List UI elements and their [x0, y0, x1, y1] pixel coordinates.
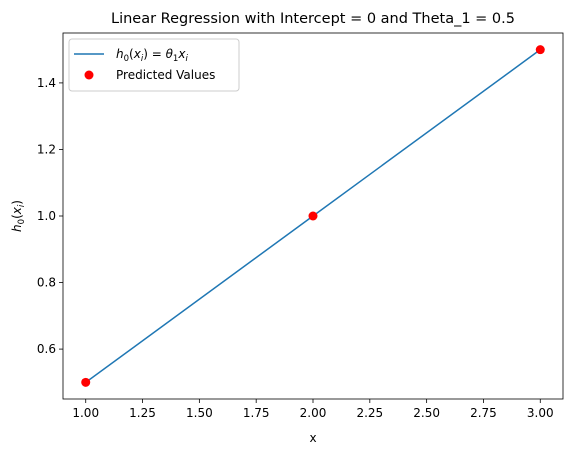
y-tick-label: 1.0 — [37, 209, 56, 223]
legend-entry-scatter: Predicted Values — [116, 68, 215, 82]
plot-frame — [62, 32, 564, 400]
scatter-point — [81, 377, 91, 387]
y-tick-label: 1.2 — [37, 142, 56, 156]
chart-title: Linear Regression with Intercept = 0 and… — [111, 11, 515, 27]
legend-box — [68, 38, 240, 92]
legend-scatter-swatch — [84, 70, 94, 80]
scatter-point — [308, 211, 318, 221]
y-axis-label: h0(xi) — [10, 200, 27, 232]
x-tick-label: 2.25 — [356, 406, 383, 420]
x-tick-label: 1.25 — [129, 406, 156, 420]
y-axis: 0.6 0.8 1.0 1.2 1.4 — [37, 76, 63, 356]
x-tick-label: 1.75 — [243, 406, 270, 420]
x-tick-label: 3.00 — [527, 406, 554, 420]
x-tick-label: 1.50 — [186, 406, 213, 420]
scatter-point — [535, 45, 545, 55]
x-tick-label: 2.00 — [300, 406, 327, 420]
y-tick-label: 1.4 — [37, 76, 56, 90]
legend: h0(xi) = θ1xi Predicted Values — [68, 38, 240, 92]
y-tick-label: 0.8 — [37, 276, 56, 290]
x-tick-label: 2.50 — [413, 406, 440, 420]
x-axis: 1.00 1.25 1.50 1.75 2.00 2.25 2.50 2.75 3.00 — [72, 399, 554, 420]
series-layer — [81, 45, 545, 387]
x-axis-label: x — [309, 431, 316, 445]
y-tick-label: 0.6 — [37, 342, 56, 356]
legend-entry-line: h0(xi) = θ1xi — [116, 47, 188, 64]
x-tick-label: 1.00 — [72, 406, 99, 420]
x-tick-label: 2.75 — [470, 406, 497, 420]
